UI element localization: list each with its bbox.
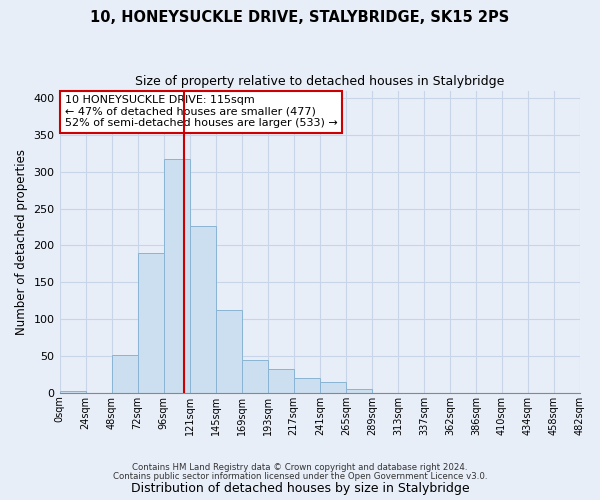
Bar [268, 368, 294, 393]
Bar [190, 226, 215, 393]
Text: 10 HONEYSUCKLE DRIVE: 115sqm
← 47% of detached houses are smaller (477)
52% of s: 10 HONEYSUCKLE DRIVE: 115sqm ← 47% of de… [65, 95, 337, 128]
Bar [59, 392, 86, 393]
Text: Contains public sector information licensed under the Open Government Licence v3: Contains public sector information licen… [113, 472, 487, 481]
Text: Distribution of detached houses by size in Stalybridge: Distribution of detached houses by size … [131, 482, 469, 495]
Text: Contains HM Land Registry data © Crown copyright and database right 2024.: Contains HM Land Registry data © Crown c… [132, 464, 468, 472]
Bar [137, 253, 164, 393]
Bar [346, 389, 372, 393]
Bar [242, 360, 268, 393]
Bar [320, 382, 346, 393]
Bar [164, 159, 190, 393]
Y-axis label: Number of detached properties: Number of detached properties [15, 148, 28, 334]
Bar [112, 354, 137, 393]
Bar [294, 378, 320, 393]
Text: 10, HONEYSUCKLE DRIVE, STALYBRIDGE, SK15 2PS: 10, HONEYSUCKLE DRIVE, STALYBRIDGE, SK15… [91, 10, 509, 25]
Bar [215, 310, 242, 393]
Title: Size of property relative to detached houses in Stalybridge: Size of property relative to detached ho… [135, 75, 505, 88]
